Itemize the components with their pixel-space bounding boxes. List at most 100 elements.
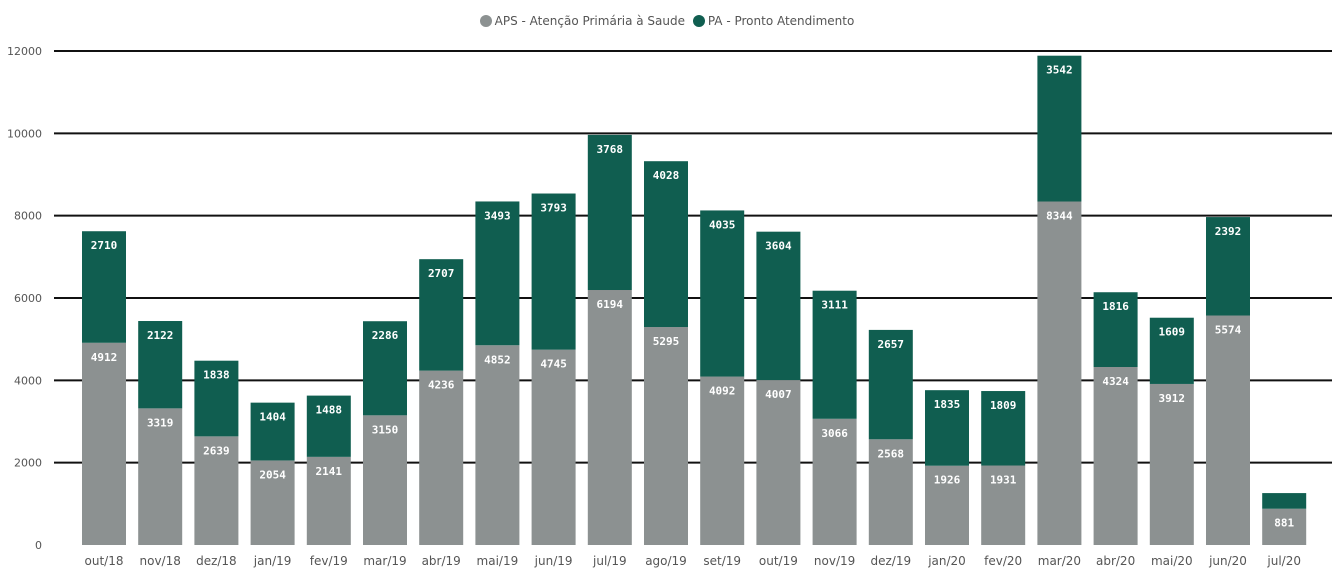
data-label: 2639	[203, 444, 230, 457]
data-label: 5295	[653, 335, 680, 348]
data-label: 3768	[597, 143, 624, 156]
data-label: 2710	[91, 239, 118, 252]
bar-segment-aps[interactable]	[1206, 315, 1250, 545]
bar-segment-pa[interactable]	[1037, 55, 1082, 202]
x-axis: out/18 nov/18 dez/18 jan/19 fev/19 mar/19 abr/…	[85, 554, 1301, 568]
legend-swatch-pa	[692, 15, 705, 27]
data-label: 2122	[147, 329, 174, 342]
bar-segment-pa[interactable]	[1206, 217, 1250, 316]
bar-segment-aps[interactable]	[250, 460, 295, 545]
bar-segment-pa[interactable]	[1262, 493, 1307, 509]
bar-segment-aps[interactable]	[138, 408, 183, 545]
data-label: 2286	[372, 329, 399, 342]
data-label: 3793	[540, 202, 567, 215]
bar-segment-aps[interactable]	[868, 439, 913, 545]
bar-segment-pa[interactable]	[1149, 317, 1194, 384]
data-label: 4324	[1102, 375, 1129, 388]
bar-segment-pa[interactable]	[306, 395, 351, 457]
x-tick-label: out/19	[759, 554, 798, 568]
legend-item-pa[interactable]: PA - Pronto Atendimento	[692, 14, 854, 28]
bar-segment-aps[interactable]	[1037, 201, 1082, 545]
bar-segment-pa[interactable]	[250, 402, 295, 461]
bar-segment-aps[interactable]	[756, 380, 801, 545]
bar-segment-aps[interactable]	[925, 465, 969, 545]
data-label: 3912	[1159, 392, 1186, 405]
y-tick-label: 4000	[14, 374, 42, 387]
y-tick-label: 6000	[14, 292, 42, 305]
data-label: 4745	[540, 358, 567, 371]
data-label: 4092	[709, 385, 736, 398]
bar-segment-pa[interactable]	[925, 390, 969, 466]
x-tick-label: jun/19	[534, 554, 573, 568]
data-label: 1835	[934, 398, 961, 411]
x-tick-label: jul/20	[1266, 554, 1301, 568]
data-label: 1816	[1102, 300, 1129, 313]
bar-segment-pa[interactable]	[531, 193, 576, 350]
legend-swatch-aps	[479, 15, 492, 27]
chart-legend: APS - Atenção Primária à Saude PA - Pron…	[0, 14, 1334, 30]
bar-segment-aps[interactable]	[1262, 508, 1307, 545]
bar-segment-pa[interactable]	[194, 360, 239, 437]
x-tick-label: mar/20	[1038, 554, 1081, 568]
data-label: 4028	[653, 169, 680, 182]
bar-segment-pa[interactable]	[1093, 292, 1138, 367]
data-label: 2568	[878, 447, 905, 460]
bar-segment-aps[interactable]	[363, 415, 407, 545]
data-label: 3319	[147, 416, 174, 429]
bar-segment-aps[interactable]	[700, 376, 745, 545]
bar-segment-aps[interactable]	[587, 290, 632, 545]
bar-segment-pa[interactable]	[475, 201, 520, 346]
bar-segment-pa[interactable]	[138, 321, 183, 409]
gridlines	[54, 50, 1332, 464]
data-label: 3493	[484, 209, 511, 222]
bar-segment-aps[interactable]	[531, 349, 576, 545]
bar-segment-pa[interactable]	[363, 321, 407, 416]
bar-segment-aps[interactable]	[194, 436, 239, 545]
x-tick-label: out/18	[85, 554, 124, 568]
bar-segment-aps[interactable]	[306, 456, 351, 545]
bar-segment-pa[interactable]	[981, 391, 1026, 466]
data-label: 4035	[709, 218, 736, 231]
bar-segment-aps[interactable]	[812, 418, 857, 545]
data-label: 2054	[259, 468, 286, 481]
data-label: 3111	[821, 299, 848, 312]
x-tick-label: fev/19	[310, 554, 348, 568]
x-tick-label: mai/19	[477, 554, 519, 568]
bar-segment-aps[interactable]	[644, 327, 688, 545]
bar-segment-aps[interactable]	[1093, 366, 1138, 545]
x-tick-label: abr/19	[422, 554, 461, 568]
data-label: 4912	[91, 351, 118, 364]
bar-segment-aps[interactable]	[419, 370, 464, 545]
data-label: 6194	[597, 298, 624, 311]
y-tick-label: 0	[35, 539, 42, 552]
y-tick-label: 8000	[14, 210, 42, 223]
bar-segment-pa[interactable]	[868, 329, 913, 440]
data-label: 4236	[428, 379, 455, 392]
data-label: 3066	[821, 427, 848, 440]
data-label: 3604	[765, 240, 792, 253]
bar-segment-pa[interactable]	[812, 290, 857, 419]
data-label: 4852	[484, 353, 511, 366]
data-label: 2657	[878, 338, 905, 351]
bar-segment-pa[interactable]	[419, 259, 464, 371]
bar-segment-aps[interactable]	[82, 342, 126, 545]
data-label: 3542	[1046, 64, 1073, 77]
bar-segment-pa[interactable]	[587, 134, 632, 291]
y-tick-label: 2000	[14, 457, 42, 470]
y-axis: 0 2000 4000 6000 8000 10000 12000	[7, 45, 42, 552]
data-label: 2707	[428, 267, 455, 280]
bar-segment-pa[interactable]	[756, 231, 801, 381]
bar-segment-pa[interactable]	[644, 161, 688, 328]
data-label: 3150	[372, 423, 399, 436]
x-tick-label: jun/20	[1208, 554, 1247, 568]
bar-segment-aps[interactable]	[475, 345, 520, 545]
bar-segment-aps[interactable]	[1149, 383, 1194, 545]
data-label: 2141	[316, 465, 343, 478]
bar-segment-pa[interactable]	[700, 210, 745, 377]
x-tick-label: set/19	[703, 554, 741, 568]
legend-item-aps[interactable]: APS - Atenção Primária à Saude	[479, 14, 685, 28]
bar-segment-pa[interactable]	[82, 231, 126, 343]
bar-segment-aps[interactable]	[981, 465, 1026, 545]
x-tick-label: mai/20	[1151, 554, 1193, 568]
